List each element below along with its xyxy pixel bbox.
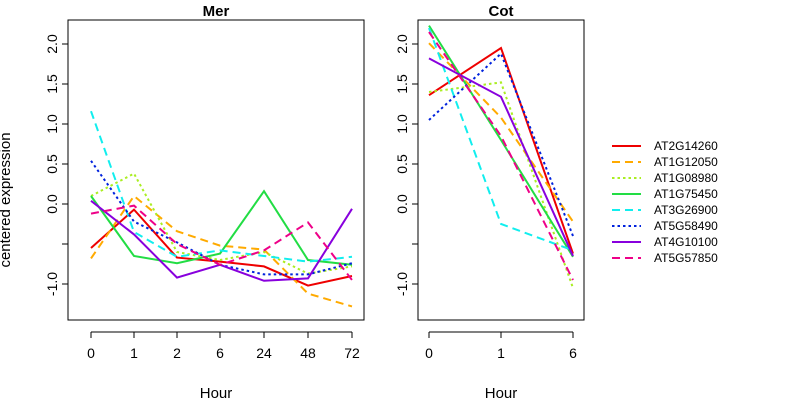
legend-label: AT5G57850	[654, 251, 718, 265]
y-tick-label: 1.0	[44, 114, 60, 134]
y-tick-label: -1.0	[44, 272, 60, 296]
x-tick-label: 6	[216, 345, 224, 361]
legend-label: AT3G26900	[654, 203, 718, 217]
x-axis-label: Hour	[200, 385, 233, 400]
x-tick-label: 0	[425, 345, 433, 361]
legend-label: AT1G08980	[654, 171, 718, 185]
y-tick-label: 2.0	[44, 34, 60, 54]
panel-title: Cot	[489, 3, 514, 20]
series-line-at1g12050	[428, 42, 574, 223]
x-tick-label: 1	[130, 345, 138, 361]
plot-frame	[417, 19, 585, 321]
x-tick-label: 0	[87, 345, 95, 361]
series-line-at2g14260	[428, 46, 574, 254]
x-tick-label: 72	[344, 345, 360, 361]
panel-mer: Mer -1.0 0.0 0.5 1.0 1.5 2.0 0 1 2 6 24 48 72 Hour	[44, 3, 365, 400]
y-tick-label: 0.0	[44, 194, 60, 214]
y-axis-label: centered expression	[0, 132, 14, 267]
series-line-at5g58490	[90, 160, 353, 276]
series-line-at1g12050	[90, 194, 353, 308]
y-tick-label: 0.5	[44, 154, 60, 174]
series-line-at4g10100	[428, 57, 574, 257]
y-tick-label: 1.0	[394, 114, 410, 134]
series-line-at1g75450	[428, 25, 574, 258]
legend-label: AT5G58490	[654, 219, 718, 233]
legend: AT2G14260 AT1G12050 AT1G08980 AT1G75450 AT3G…	[612, 139, 718, 265]
plot-frame	[67, 19, 365, 321]
series-line-at3g26900	[90, 110, 353, 263]
y-tick-label: 1.5	[394, 74, 410, 94]
y-tick-label: -1.0	[394, 272, 410, 296]
legend-label: AT4G10100	[654, 235, 718, 249]
x-tick-label: 2	[173, 345, 181, 361]
y-tick-label: 0.0	[394, 194, 410, 214]
y-tick-label: 1.5	[44, 74, 60, 94]
x-tick-label: 6	[569, 345, 577, 361]
x-axis-label: Hour	[485, 385, 518, 400]
x-tick-label: 24	[256, 345, 272, 361]
legend-label: AT2G14260	[654, 139, 718, 153]
y-tick-label: 0.5	[394, 154, 410, 174]
series-line-at2g14260	[90, 208, 353, 287]
x-tick-label: 1	[497, 345, 505, 361]
y-tick-label: 2.0	[394, 34, 410, 54]
panel-cot: Cot -1.0 0.0 0.5 1.0 1.5 2.0 0 1 6 Hour	[394, 3, 585, 400]
series-line-at3g26900	[428, 27, 574, 252]
series-line-at1g75450	[90, 189, 353, 266]
panel-title: Mer	[203, 3, 230, 20]
series-line-at1g08980	[428, 81, 574, 289]
legend-label: AT1G75450	[654, 187, 718, 201]
series-line-at5g57850	[90, 204, 353, 281]
series-line-at5g57850	[428, 31, 574, 281]
legend-label: AT1G12050	[654, 155, 718, 169]
x-tick-label: 48	[300, 345, 316, 361]
